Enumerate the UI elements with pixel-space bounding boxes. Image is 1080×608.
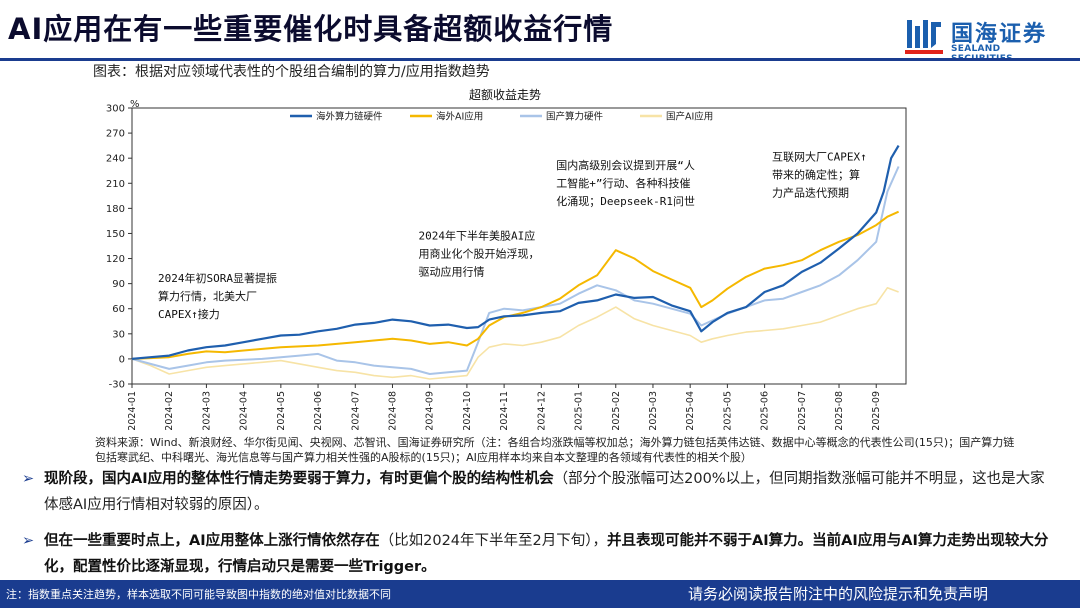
figure-caption: 图表：根据对应领域代表性的个股组合编制的算力/应用指数趋势 bbox=[93, 64, 490, 80]
x-tick-label: 2025-04 bbox=[685, 391, 696, 431]
chart-legend: 海外算力链硬件 海外AI应用 国产算力硬件 国产AI应用 bbox=[290, 111, 713, 123]
chart-annotation-line: CAPEX↑接力 bbox=[158, 308, 220, 321]
chart-annotation-line: 用商业化个股开始浮现， bbox=[419, 246, 540, 260]
bullet-arrow-icon: ➢ bbox=[22, 471, 35, 487]
x-tick-label: 2024-06 bbox=[313, 391, 324, 431]
chart-title: 超额收益走势 bbox=[469, 87, 541, 102]
chart-annotation-line: 带来的确定性；算 bbox=[772, 168, 860, 182]
x-tick-label: 2024-01 bbox=[127, 391, 138, 431]
logo-name-en: SEALAND SECURITIES bbox=[951, 44, 1013, 64]
chart-annotation-line: 2024年下半年美股AI应 bbox=[419, 228, 536, 242]
chart-annotation-line: 国内高级别会议提到开展“人 bbox=[556, 158, 695, 172]
plot-frame bbox=[131, 107, 907, 385]
bullet-arrow-icon: ➢ bbox=[22, 533, 35, 549]
chart-axes: -30 0 30 60 90 120 150 180 210 240 270 300 % 2024-01 2… bbox=[106, 99, 907, 431]
header-rule bbox=[0, 58, 1080, 61]
x-tick-label: 2025-05 bbox=[722, 391, 733, 431]
x-tick-label: 2025-09 bbox=[871, 391, 882, 431]
y-tick-label: 90 bbox=[112, 279, 125, 290]
y-tick-label: 270 bbox=[106, 129, 125, 140]
x-tick-label: 2025-08 bbox=[834, 391, 845, 431]
bullet-2-bold: 但在一些重要时点上，AI应用整体上涨行情依然存在 bbox=[44, 533, 380, 549]
x-tick-label: 2025-01 bbox=[574, 391, 585, 431]
series-line bbox=[131, 145, 900, 360]
y-tick-label: 180 bbox=[106, 204, 125, 215]
y-tick-label: 240 bbox=[106, 154, 125, 165]
x-tick-label: 2025-06 bbox=[760, 391, 771, 431]
sealand-logo-icon bbox=[905, 20, 943, 54]
chart-annotation-line: 算力行情，北美大厂 bbox=[158, 289, 257, 303]
y-tick-label: 120 bbox=[106, 254, 125, 265]
bullet-point-1: ➢ 现阶段，国内AI应用的整体性行情走势要弱于算力，有时更偏个股的结构性机会（部… bbox=[22, 466, 1052, 518]
legend-label: 国产AI应用 bbox=[666, 111, 713, 123]
bullet-point-2: ➢ 但在一些重要时点上，AI应用整体上涨行情依然存在（比如2024年下半年至2月… bbox=[22, 528, 1052, 580]
company-logo: 国海证券 SEALAND SECURITIES bbox=[905, 16, 1065, 64]
y-tick-label: -30 bbox=[109, 380, 125, 391]
x-tick-label: 2024-04 bbox=[239, 391, 250, 431]
x-tick-label: 2024-12 bbox=[536, 391, 547, 431]
chart-annotation-line: 互联网大厂CAPEX↑ bbox=[772, 150, 867, 164]
y-tick-label: 30 bbox=[112, 329, 125, 340]
x-tick-label: 2024-10 bbox=[462, 391, 473, 431]
chart-annotation-line: 工智能+”行动、各种科技催 bbox=[556, 176, 690, 190]
bullet-2-bold-2: 并且表现可能并不弱于AI算力。当前AI应用与AI算力走势出现较大分化，配置性价比… bbox=[44, 533, 1049, 575]
bullet-1-normal: （部分个股涨幅可达200%以上，但同期指数涨幅可能并不明显，这也是大家体感AI应… bbox=[44, 471, 1045, 513]
logo-name-cn: 国海证券 bbox=[951, 22, 1048, 47]
y-tick-label: 60 bbox=[112, 304, 125, 315]
footer-note: 注：指数重点关注趋势，样本选取不同可能导致图中指数的绝对值对比数据不同 bbox=[6, 588, 391, 601]
chart-series bbox=[131, 145, 900, 380]
chart-annotation-line: 驱动应用行情 bbox=[419, 264, 485, 278]
y-tick-label: 210 bbox=[106, 179, 125, 190]
x-tick-label: 2025-02 bbox=[611, 391, 622, 431]
x-tick-label: 2024-08 bbox=[387, 391, 398, 431]
legend-label: 国产算力硬件 bbox=[546, 111, 604, 123]
x-tick-label: 2025-07 bbox=[797, 391, 808, 431]
footer-bar: 注：指数重点关注趋势，样本选取不同可能导致图中指数的绝对值对比数据不同 请务必阅… bbox=[0, 580, 1080, 608]
excess-return-chart: 超额收益走势 海外算力链硬件 海外AI应用 国产算力硬件 国产AI应用 -30 0 30 6… bbox=[106, 87, 907, 431]
series-line bbox=[131, 287, 899, 380]
legend-label: 海外AI应用 bbox=[436, 111, 483, 123]
x-tick-label: 2024-03 bbox=[201, 391, 212, 431]
x-tick-label: 2024-02 bbox=[164, 391, 175, 431]
x-tick-label: 2024-09 bbox=[425, 391, 436, 431]
x-tick-label: 2025-03 bbox=[648, 391, 659, 431]
figure-source: 资料来源：Wind、新浪财经、华尔街见闻、央视网、芯智讯、国海证券研究所（注：各… bbox=[95, 436, 1015, 464]
series-line bbox=[131, 210, 900, 360]
y-axis-unit: % bbox=[130, 99, 140, 110]
chart-annotation-line: 化涌现；Deepseek-R1问世 bbox=[556, 194, 695, 208]
y-tick-label: 150 bbox=[106, 229, 125, 240]
footer-disclaimer: 请务必阅读报告附注中的风险提示和免责声明 bbox=[688, 585, 989, 603]
legend-label: 海外算力链硬件 bbox=[316, 111, 383, 123]
x-tick-label: 2024-07 bbox=[350, 391, 361, 431]
x-tick-label: 2024-05 bbox=[276, 391, 287, 431]
bullet-2-normal: （比如2024年下半年至2月下旬）， bbox=[379, 533, 608, 549]
y-tick-label: 0 bbox=[119, 354, 125, 365]
series-line bbox=[131, 166, 900, 375]
bullet-1-bold: 现阶段，国内AI应用的整体性行情走势要弱于算力，有时更偏个股的结构性机会 bbox=[44, 471, 554, 487]
page-title: AI应用在有一些重要催化时具备超额收益行情 bbox=[8, 12, 614, 46]
chart-annotation-line: 力产品迭代预期 bbox=[772, 186, 849, 200]
x-tick-label: 2024-11 bbox=[499, 391, 510, 431]
chart-annotation-line: 2024年初SORA显著提振 bbox=[158, 271, 277, 285]
y-tick-label: 300 bbox=[106, 104, 125, 115]
